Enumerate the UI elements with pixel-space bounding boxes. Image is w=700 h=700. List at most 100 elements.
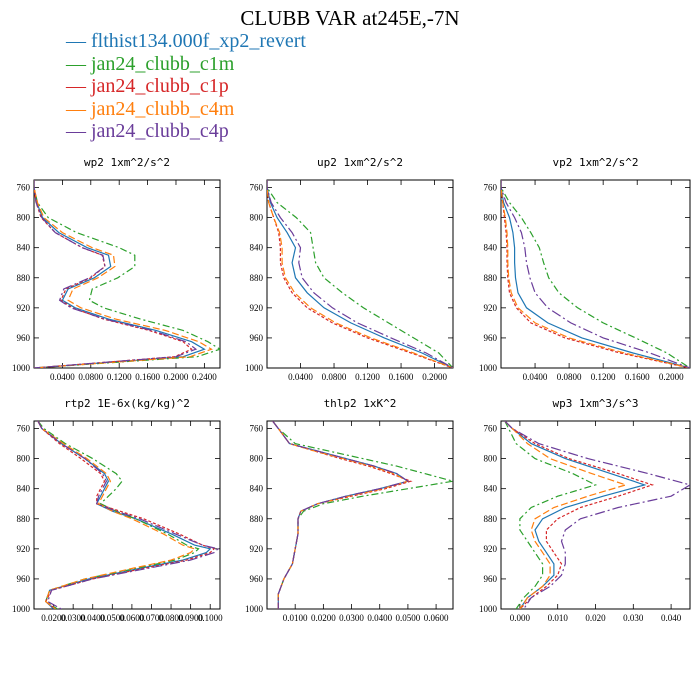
- x-tick-label: 0.1600: [135, 372, 160, 382]
- x-tick-label: 0.1200: [107, 372, 132, 382]
- plot-frame: [266, 179, 454, 369]
- panel-title: thlp2 1xK^2: [324, 397, 397, 410]
- y-tick-label: 960: [484, 574, 498, 584]
- y-tick-label: 800: [484, 454, 498, 464]
- panel: up2 1xm^2/s^2 760 800 840 880 920 960 1000 0.040…: [245, 156, 454, 382]
- y-tick-label: 760: [17, 424, 31, 434]
- series-line: [34, 180, 213, 368]
- series-line: [501, 180, 690, 368]
- x-tick-label: 0.2400: [192, 372, 217, 382]
- x-tick-label: 0.0600: [424, 613, 449, 623]
- x-tick-label: 0.000: [510, 613, 531, 623]
- legend-item: — flthist134.000f_xp2_revert: [66, 30, 306, 53]
- x-tick-label: 0.0500: [396, 613, 421, 623]
- y-tick-label: 1000: [12, 604, 31, 614]
- series-line: [34, 180, 220, 368]
- plot-frame: [500, 420, 691, 610]
- y-tick-label: 760: [250, 424, 264, 434]
- figure-title: CLUBB VAR at245E,-7N: [240, 6, 460, 30]
- x-tick-label: 0.0400: [288, 372, 313, 382]
- series-group: [504, 421, 690, 609]
- y-tick-label: 1000: [245, 363, 264, 373]
- series-line: [501, 180, 690, 368]
- x-tick-label: 0.0200: [41, 613, 66, 623]
- series-group: [37, 421, 220, 609]
- legend-swatch: —: [66, 97, 91, 120]
- series-line: [267, 180, 453, 368]
- x-tick-label: 0.0400: [523, 372, 548, 382]
- y-tick-label: 1000: [245, 604, 264, 614]
- panel: wp2 1xm^2/s^2 760 800 840 880 920 960 1000 0.040…: [12, 156, 221, 382]
- legend-label: jan24_clubb_c4m: [91, 97, 235, 120]
- series-line: [34, 180, 198, 368]
- x-tick-label: 0.010: [548, 613, 569, 623]
- plot-frame: [33, 179, 221, 369]
- plot-frame: [500, 179, 691, 369]
- x-tick-label: 0.0400: [80, 613, 105, 623]
- series-line: [37, 421, 220, 609]
- panel: rtp2 1E-6x(kg/kg)^2 760 800 840 880 920 960 100…: [12, 397, 223, 623]
- y-tick-label: 840: [17, 484, 31, 494]
- plot-frame: [266, 420, 454, 610]
- legend-label: jan24_clubb_c1m: [91, 52, 235, 75]
- legend-item: — jan24_clubb_c1m: [66, 53, 306, 76]
- x-tick-label: 0.0500: [100, 613, 125, 623]
- y-tick-label: 960: [250, 333, 264, 343]
- x-tick-label: 0.0100: [283, 613, 308, 623]
- legend-item: — jan24_clubb_c4p: [66, 120, 306, 143]
- panel: vp2 1xm^2/s^2 760 800 840 880 920 960 1000 0.040…: [479, 156, 691, 382]
- y-tick-label: 760: [484, 424, 498, 434]
- series-line: [37, 421, 212, 609]
- x-tick-label: 0.1600: [389, 372, 414, 382]
- panel-title: vp2 1xm^2/s^2: [552, 156, 638, 169]
- panel-title: rtp2 1E-6x(kg/kg)^2: [64, 397, 190, 410]
- y-tick-label: 880: [484, 273, 498, 283]
- x-tick-label: 0.2000: [659, 372, 684, 382]
- y-tick-label: 960: [484, 333, 498, 343]
- panel: wp3 1xm^3/s^3 760 800 840 880 920 960 1000 0.000…: [479, 397, 691, 623]
- plot-frame: [33, 420, 221, 610]
- y-tick-label: 760: [484, 183, 498, 193]
- x-tick-label: 0.0800: [159, 613, 184, 623]
- y-tick-label: 800: [17, 213, 31, 223]
- x-tick-label: 0.0300: [339, 613, 364, 623]
- legend-swatch: —: [66, 52, 91, 75]
- x-tick-label: 0.0800: [322, 372, 347, 382]
- series-line: [501, 180, 690, 368]
- y-tick-label: 880: [250, 514, 264, 524]
- legend-item: — jan24_clubb_c4m: [66, 98, 306, 121]
- x-tick-label: 0.0400: [50, 372, 75, 382]
- series-group: [267, 180, 453, 368]
- x-tick-label: 0.0300: [61, 613, 86, 623]
- y-tick-label: 1000: [479, 363, 498, 373]
- y-tick-label: 760: [250, 183, 264, 193]
- x-tick-label: 0.1200: [591, 372, 616, 382]
- y-tick-label: 920: [250, 303, 264, 313]
- y-tick-label: 880: [17, 514, 31, 524]
- y-tick-label: 800: [17, 454, 31, 464]
- series-line: [267, 180, 453, 368]
- y-tick-label: 1000: [12, 363, 31, 373]
- series-group: [272, 421, 453, 609]
- series-line: [267, 180, 453, 368]
- legend: — flthist134.000f_xp2_revert — jan24_clu…: [66, 30, 306, 143]
- y-tick-label: 800: [250, 454, 264, 464]
- x-tick-label: 0.040: [661, 613, 682, 623]
- legend-label: flthist134.000f_xp2_revert: [91, 30, 306, 52]
- x-tick-label: 0.0800: [557, 372, 582, 382]
- x-tick-label: 0.0400: [367, 613, 392, 623]
- x-tick-label: 0.1600: [625, 372, 650, 382]
- x-tick-label: 0.2000: [164, 372, 189, 382]
- series-line: [37, 421, 216, 609]
- y-tick-label: 960: [17, 333, 31, 343]
- x-tick-label: 0.1200: [355, 372, 380, 382]
- series-line: [504, 421, 598, 609]
- x-tick-label: 0.0900: [178, 613, 203, 623]
- x-tick-label: 0.0700: [139, 613, 164, 623]
- y-tick-label: 880: [484, 514, 498, 524]
- series-line: [504, 421, 690, 609]
- y-tick-label: 840: [250, 484, 264, 494]
- y-tick-label: 840: [250, 243, 264, 253]
- x-tick-label: 0.1000: [198, 613, 223, 623]
